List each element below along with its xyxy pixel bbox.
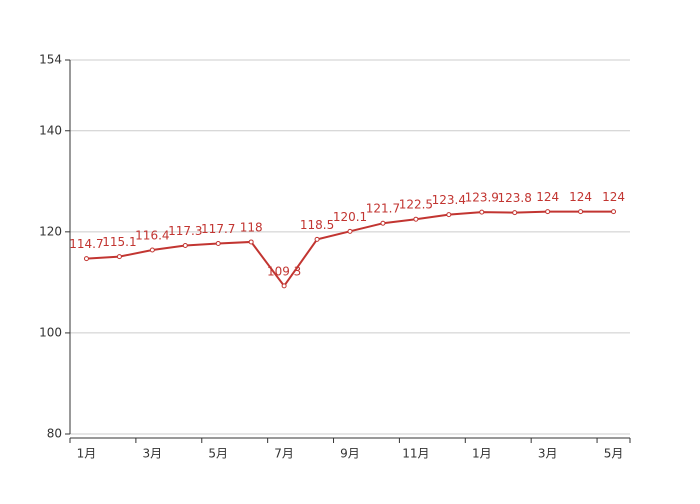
point bbox=[380, 220, 386, 226]
point bbox=[545, 209, 551, 215]
point bbox=[611, 209, 617, 215]
data-label: 117.3 bbox=[168, 224, 202, 238]
point bbox=[182, 242, 188, 248]
data-label: 109.3 bbox=[267, 264, 301, 278]
x-tick-label: 3月 bbox=[538, 447, 558, 461]
point bbox=[347, 228, 353, 234]
data-label: 117.7 bbox=[201, 222, 235, 236]
point bbox=[314, 236, 320, 242]
data-label: 123.9 bbox=[465, 191, 499, 205]
data-label: 124 bbox=[602, 190, 625, 204]
data-label: 118 bbox=[240, 220, 263, 234]
data-label: 120.1 bbox=[333, 210, 367, 224]
x-tick-label: 1月 bbox=[472, 447, 492, 461]
x-tick-label: 1月 bbox=[77, 447, 97, 461]
data-label: 124 bbox=[536, 190, 559, 204]
data-label: 114.7 bbox=[69, 237, 103, 251]
y-tick-label: 80 bbox=[47, 427, 62, 441]
x-tick-label: 9月 bbox=[340, 447, 360, 461]
data-label: 115.1 bbox=[102, 235, 136, 249]
y-tick-label: 154 bbox=[39, 53, 62, 67]
data-label: 116.4 bbox=[135, 229, 169, 243]
point bbox=[281, 283, 287, 289]
point bbox=[248, 239, 254, 245]
data-label: 118.5 bbox=[300, 218, 334, 232]
y-tick-label: 140 bbox=[39, 123, 62, 137]
point bbox=[215, 240, 221, 246]
point bbox=[116, 254, 122, 260]
x-tick-label: 3月 bbox=[143, 447, 163, 461]
point bbox=[446, 212, 452, 218]
point bbox=[512, 210, 518, 216]
point bbox=[578, 209, 584, 215]
x-tick-label: 5月 bbox=[208, 447, 228, 461]
point bbox=[479, 209, 485, 215]
x-tick-label: 7月 bbox=[274, 447, 294, 461]
data-label: 123.8 bbox=[498, 191, 532, 205]
y-tick-label: 120 bbox=[39, 224, 62, 238]
data-label: 124 bbox=[569, 190, 592, 204]
point bbox=[83, 256, 89, 262]
point bbox=[149, 247, 155, 253]
x-tick-label: 11月 bbox=[402, 447, 429, 461]
data-label: 122.5 bbox=[399, 198, 433, 212]
point bbox=[413, 216, 419, 222]
x-tick-label: 5月 bbox=[604, 447, 624, 461]
y-tick-label: 100 bbox=[39, 325, 62, 339]
data-label: 123.4 bbox=[432, 193, 466, 207]
data-label: 121.7 bbox=[366, 202, 400, 216]
